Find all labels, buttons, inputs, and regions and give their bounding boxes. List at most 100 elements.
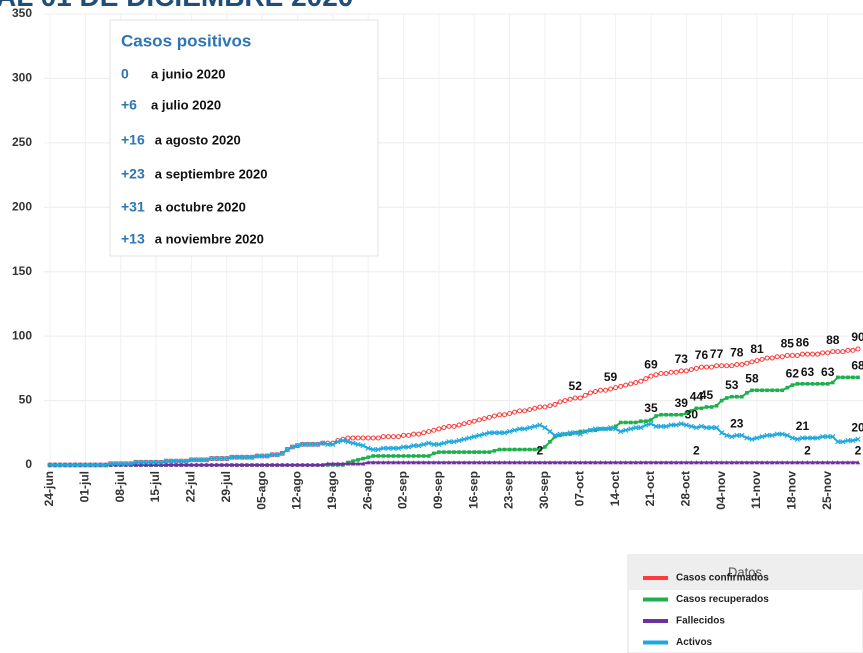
marker	[52, 462, 58, 468]
marker	[578, 460, 583, 465]
marker	[446, 439, 452, 445]
marker	[442, 450, 446, 454]
marker	[527, 425, 533, 431]
marker	[577, 431, 583, 437]
marker	[517, 426, 523, 432]
marker	[436, 441, 442, 448]
marker	[653, 423, 659, 429]
marker	[365, 445, 371, 451]
marker	[386, 460, 391, 465]
marker	[598, 460, 603, 465]
annotation-label: a octubre 2020	[155, 199, 246, 214]
marker	[658, 371, 664, 377]
marker	[735, 394, 739, 399]
marker	[401, 460, 406, 465]
marker	[729, 460, 734, 465]
marker	[613, 385, 619, 391]
marker	[679, 460, 684, 465]
marker	[452, 450, 456, 454]
annotation-label: a julio 2020	[151, 97, 221, 112]
marker	[835, 349, 841, 355]
marker	[784, 432, 790, 438]
marker	[477, 460, 482, 465]
marker	[830, 460, 835, 465]
marker	[693, 365, 699, 371]
marker	[780, 388, 785, 393]
marker	[708, 425, 715, 431]
marker	[466, 435, 472, 441]
marker	[724, 363, 730, 369]
marker	[456, 422, 462, 428]
marker	[506, 428, 513, 435]
marker	[370, 446, 376, 453]
chart-title: AL 01 DE DICIEMBRE 2020	[0, 0, 353, 12]
marker	[522, 447, 527, 452]
marker	[491, 413, 497, 419]
annotation-value: +16	[121, 132, 145, 148]
marker	[482, 460, 487, 465]
marker	[426, 454, 431, 458]
marker	[517, 460, 522, 465]
marker	[264, 462, 270, 467]
marker	[703, 425, 710, 431]
marker	[572, 430, 578, 436]
marker	[820, 350, 826, 356]
marker	[810, 351, 816, 357]
marker	[375, 446, 381, 453]
marker	[542, 404, 548, 410]
marker	[194, 462, 199, 467]
marker	[512, 460, 517, 465]
marker	[107, 461, 114, 467]
marker	[553, 434, 557, 439]
marker	[815, 382, 820, 386]
marker	[47, 462, 53, 468]
marker	[643, 376, 649, 382]
marker	[214, 462, 219, 467]
marker	[608, 427, 613, 431]
marker	[664, 412, 668, 417]
marker	[507, 447, 512, 452]
marker	[325, 441, 331, 448]
marker	[607, 425, 614, 431]
marker	[845, 347, 851, 353]
marker	[259, 462, 265, 467]
marker	[416, 443, 422, 449]
marker	[593, 428, 598, 433]
marker	[537, 422, 543, 428]
marker	[799, 435, 806, 441]
marker	[158, 462, 164, 467]
marker	[391, 460, 396, 465]
marker	[694, 460, 699, 465]
annotation-box	[109, 19, 379, 257]
marker	[583, 460, 588, 465]
marker	[234, 462, 240, 467]
marker	[654, 414, 658, 418]
marker	[734, 460, 739, 465]
marker	[522, 426, 528, 432]
marker	[789, 352, 795, 358]
x-tick-label: 23-sep	[502, 471, 516, 509]
marker	[385, 445, 391, 451]
marker	[371, 460, 376, 465]
marker	[785, 385, 790, 390]
data-label: 62	[786, 366, 800, 380]
annotation-value: +13	[121, 231, 145, 247]
marker	[431, 460, 436, 465]
marker	[456, 437, 462, 444]
marker	[467, 450, 471, 454]
marker	[482, 450, 487, 454]
data-label: 2	[693, 444, 700, 458]
marker	[713, 425, 720, 431]
marker	[400, 444, 407, 450]
marker	[805, 460, 810, 465]
marker	[219, 455, 225, 462]
data-label: 21	[796, 419, 810, 433]
marker	[507, 410, 513, 416]
data-label: 2	[804, 444, 811, 458]
marker	[330, 441, 336, 448]
marker	[209, 462, 214, 467]
marker	[749, 436, 755, 442]
marker	[270, 462, 275, 467]
marker	[486, 414, 492, 420]
marker	[441, 460, 447, 465]
